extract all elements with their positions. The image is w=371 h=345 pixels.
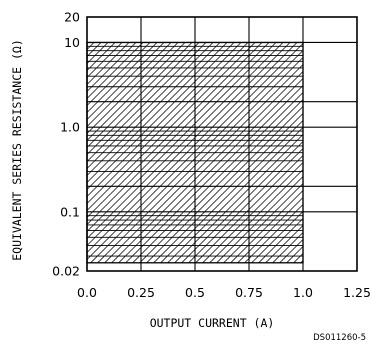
y-tick-label: 10 bbox=[64, 35, 80, 50]
x-tick-label: 0.75 bbox=[235, 285, 263, 300]
x-tick-label: 0.5 bbox=[185, 285, 205, 300]
hatch-line bbox=[87, 42, 158, 114]
hatch-line bbox=[87, 42, 137, 93]
hatch-line bbox=[87, 42, 165, 121]
x-tick-labels: 0.0 0.25 0.5 0.75 1.0 1.25 bbox=[77, 285, 371, 300]
y-tick-label: 0.1 bbox=[60, 204, 80, 219]
hatch-line bbox=[230, 189, 303, 263]
x-tick-label: 0.25 bbox=[127, 285, 155, 300]
hatch-line bbox=[87, 42, 193, 149]
hatch-line bbox=[244, 203, 303, 263]
y-tick-label: 20 bbox=[64, 10, 80, 25]
hatch-line bbox=[216, 175, 303, 263]
hatch-line bbox=[300, 259, 303, 263]
figure-code: DS011260-5 bbox=[313, 333, 366, 343]
hatch-line bbox=[87, 42, 144, 100]
hatch-line bbox=[87, 42, 186, 142]
hatch-line bbox=[308, 42, 371, 262]
hatch-line bbox=[209, 168, 303, 263]
x-tick-label: 1.0 bbox=[293, 285, 313, 300]
x-tick-label: 1.25 bbox=[343, 285, 371, 300]
y-tick-label: 1.0 bbox=[60, 120, 80, 135]
hatch-line bbox=[87, 42, 151, 107]
plot-frame bbox=[86, 16, 358, 272]
hatch-line bbox=[251, 210, 303, 263]
y-axis-label: EQUIVALENT SERIES RESISTANCE (Ω) bbox=[10, 39, 24, 261]
hatch-line bbox=[87, 42, 172, 128]
hatch-line bbox=[293, 252, 303, 263]
y-tick-label: 0.02 bbox=[52, 264, 80, 279]
hatch-line bbox=[195, 154, 303, 263]
hatch-line bbox=[237, 196, 303, 263]
hatch-line bbox=[87, 42, 130, 86]
y-tick-labels: 0.02 0.1 1.0 10 20 bbox=[52, 10, 80, 279]
hatch-line bbox=[258, 217, 303, 263]
hatch-line bbox=[223, 182, 303, 263]
hatch-line bbox=[202, 161, 303, 263]
x-axis-label: OUTPUT CURRENT (A) bbox=[150, 316, 275, 330]
x-tick-label: 0.0 bbox=[77, 285, 97, 300]
